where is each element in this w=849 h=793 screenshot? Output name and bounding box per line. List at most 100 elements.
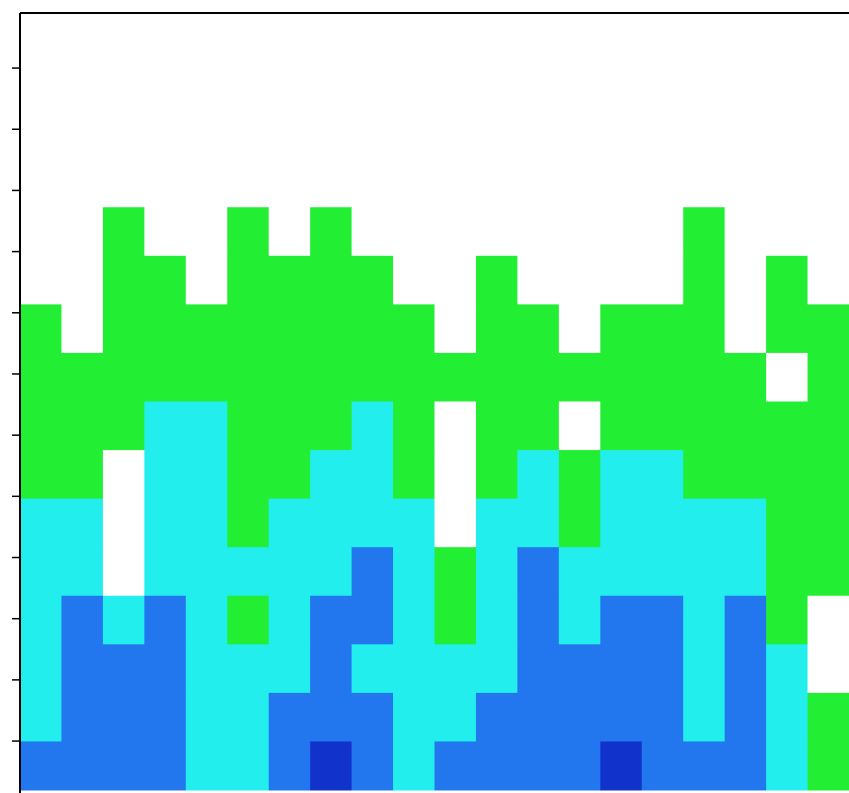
heat-cell: [725, 499, 767, 548]
heat-cell: [310, 159, 352, 208]
heat-cell: [20, 256, 62, 305]
heat-cell: [352, 693, 394, 742]
heat-cell: [476, 110, 518, 159]
heat-cell: [642, 256, 684, 305]
heat-cell: [476, 596, 518, 645]
heat-cell: [393, 499, 435, 548]
heat-cell: [352, 304, 394, 353]
heat-cell: [393, 353, 435, 402]
heat-cell: [310, 402, 352, 451]
heat-cell: [683, 304, 725, 353]
heat-cell: [227, 207, 269, 256]
heat-cell: [476, 693, 518, 742]
heat-cell: [642, 13, 684, 62]
heat-cell: [642, 159, 684, 208]
heat-cell: [642, 644, 684, 693]
heat-cell: [766, 62, 808, 111]
heat-cell: [559, 353, 601, 402]
heat-cell: [808, 644, 849, 693]
heat-cell: [517, 159, 559, 208]
heat-cell: [725, 353, 767, 402]
heat-cell: [186, 256, 228, 305]
heat-cell: [393, 547, 435, 596]
heat-cell: [393, 304, 435, 353]
heat-cell: [61, 402, 103, 451]
heat-cell: [227, 693, 269, 742]
heat-cell: [20, 693, 62, 742]
heat-cell: [725, 547, 767, 596]
heat-cell: [766, 596, 808, 645]
heat-cell: [227, 402, 269, 451]
heat-cell: [186, 547, 228, 596]
heat-cell: [61, 450, 103, 499]
heat-cell: [269, 110, 311, 159]
heat-cell: [559, 644, 601, 693]
heat-cell: [683, 256, 725, 305]
heat-cell: [642, 450, 684, 499]
heat-cell: [600, 159, 642, 208]
heat-cell: [725, 207, 767, 256]
heat-cell: [186, 450, 228, 499]
heat-cell: [683, 353, 725, 402]
heat-cell: [808, 547, 849, 596]
heat-cell: [144, 547, 186, 596]
heat-cell: [103, 207, 145, 256]
heat-cell: [642, 596, 684, 645]
heat-cell: [642, 110, 684, 159]
heat-cell: [20, 450, 62, 499]
heat-cell: [435, 110, 477, 159]
heat-cell: [559, 304, 601, 353]
heat-cell: [600, 304, 642, 353]
heat-cell: [310, 353, 352, 402]
heat-cell: [310, 62, 352, 111]
heat-cell: [435, 499, 477, 548]
heat-cell: [310, 499, 352, 548]
heat-cell: [144, 499, 186, 548]
heat-cell: [435, 741, 477, 790]
heat-cell: [227, 62, 269, 111]
heat-cell: [227, 159, 269, 208]
heat-cell: [476, 402, 518, 451]
heat-cell: [642, 62, 684, 111]
heat-cell: [517, 547, 559, 596]
heat-cell: [103, 402, 145, 451]
heat-cell: [808, 256, 849, 305]
heat-cell: [103, 450, 145, 499]
heat-cell: [144, 207, 186, 256]
heat-cell: [559, 62, 601, 111]
heat-cell: [310, 596, 352, 645]
heat-cell: [642, 402, 684, 451]
heat-cell: [642, 499, 684, 548]
heat-cell: [144, 13, 186, 62]
heat-cell: [517, 402, 559, 451]
heat-cell: [476, 256, 518, 305]
heat-cell: [642, 207, 684, 256]
heat-cell: [393, 13, 435, 62]
heat-cell: [186, 159, 228, 208]
heat-cell: [227, 304, 269, 353]
heat-cell: [310, 741, 352, 790]
heat-cell: [559, 13, 601, 62]
heat-cell: [808, 402, 849, 451]
heat-cell: [766, 741, 808, 790]
heat-cell: [435, 353, 477, 402]
heat-cell: [227, 353, 269, 402]
heat-cell: [186, 62, 228, 111]
heat-cell: [808, 159, 849, 208]
heat-cell: [766, 547, 808, 596]
heat-cell: [103, 304, 145, 353]
heat-cell: [476, 304, 518, 353]
heat-cell: [103, 13, 145, 62]
heat-cell: [20, 499, 62, 548]
heat-cell: [269, 644, 311, 693]
heat-cell: [642, 304, 684, 353]
heat-cell: [808, 304, 849, 353]
heat-cell: [144, 450, 186, 499]
heat-cell: [144, 62, 186, 111]
heat-cell: [227, 596, 269, 645]
heat-cell: [310, 110, 352, 159]
heat-cell: [186, 499, 228, 548]
heat-cell: [352, 450, 394, 499]
heat-cell: [144, 402, 186, 451]
heat-cell: [186, 693, 228, 742]
